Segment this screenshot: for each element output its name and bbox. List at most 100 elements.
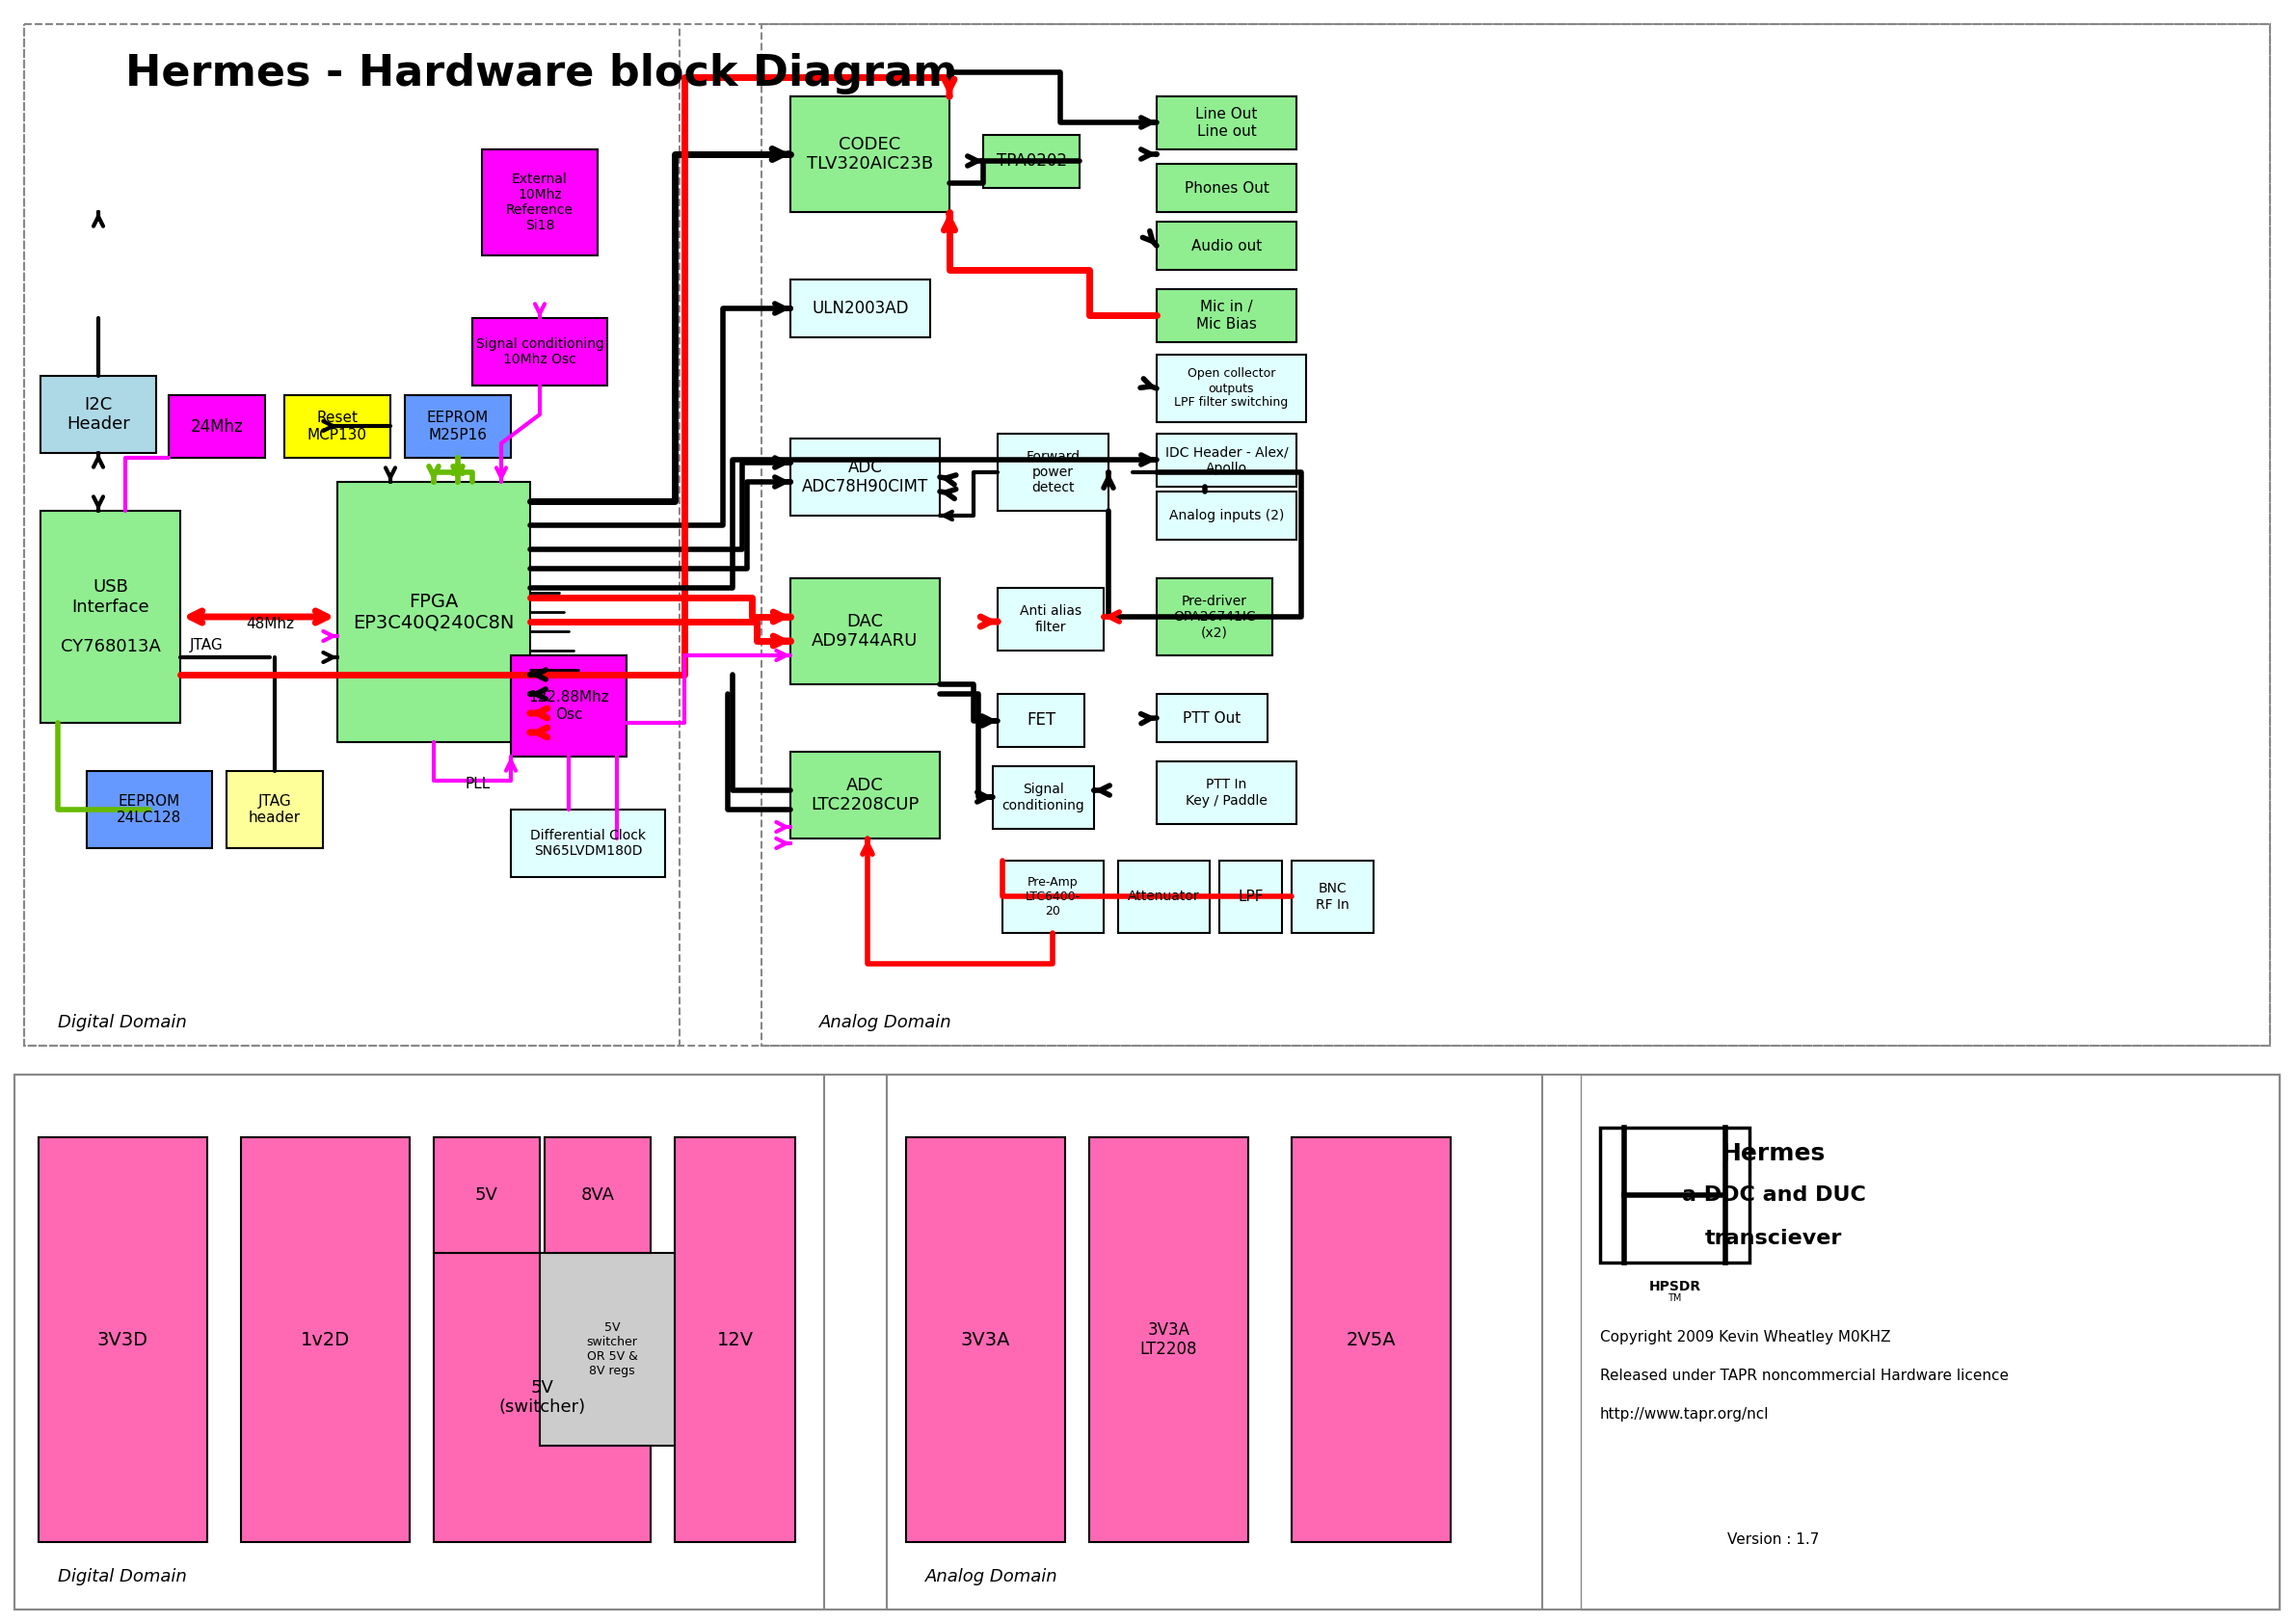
Text: Digital Domain: Digital Domain (57, 1014, 186, 1031)
FancyBboxPatch shape (338, 482, 530, 742)
FancyBboxPatch shape (1157, 222, 1297, 269)
FancyBboxPatch shape (907, 1138, 1065, 1542)
FancyBboxPatch shape (1157, 289, 1297, 342)
FancyBboxPatch shape (473, 318, 606, 386)
FancyBboxPatch shape (1157, 355, 1306, 422)
Bar (23, 24, 680, 1045)
Text: Analog inputs (2): Analog inputs (2) (1169, 510, 1283, 523)
FancyBboxPatch shape (512, 810, 666, 876)
Text: ULN2003AD: ULN2003AD (813, 300, 909, 316)
Text: 24Mhz: 24Mhz (191, 417, 243, 435)
Text: Audio out: Audio out (1192, 239, 1263, 253)
Text: 8VA: 8VA (581, 1186, 615, 1204)
Text: 5V: 5V (475, 1186, 498, 1204)
Text: ADC
ADC78H90CIMT: ADC ADC78H90CIMT (801, 458, 928, 495)
Text: EEPROM
24LC128: EEPROM 24LC128 (117, 794, 181, 824)
Text: Attenuator: Attenuator (1127, 889, 1201, 904)
FancyBboxPatch shape (999, 588, 1104, 651)
Text: Anti alias
filter: Anti alias filter (1019, 605, 1081, 633)
FancyBboxPatch shape (790, 96, 951, 213)
Text: LPF: LPF (1238, 889, 1263, 904)
Text: JTAG: JTAG (191, 638, 223, 652)
Bar (1600, 1128, 1750, 1263)
FancyBboxPatch shape (544, 1138, 650, 1253)
Text: Signal
conditioning: Signal conditioning (1001, 782, 1084, 812)
FancyBboxPatch shape (1157, 433, 1297, 487)
FancyBboxPatch shape (41, 511, 181, 722)
Text: 12V: 12V (716, 1331, 753, 1349)
Text: Signal conditioning
10Mhz Osc: Signal conditioning 10Mhz Osc (475, 338, 604, 367)
FancyBboxPatch shape (434, 1138, 540, 1253)
FancyBboxPatch shape (1219, 860, 1281, 933)
Text: I2C
Header: I2C Header (67, 396, 131, 433)
Text: EEPROM
M25P16: EEPROM M25P16 (427, 411, 489, 441)
Text: Analog Domain: Analog Domain (820, 1014, 953, 1031)
Text: 5V
switcher
OR 5V &
8V regs: 5V switcher OR 5V & 8V regs (585, 1321, 638, 1378)
Text: Released under TAPR noncommercial Hardware licence: Released under TAPR noncommercial Hardwa… (1600, 1368, 2009, 1383)
FancyBboxPatch shape (434, 1253, 650, 1542)
Text: 3V3A
LT2208: 3V3A LT2208 (1141, 1321, 1199, 1358)
Text: PTT Out: PTT Out (1182, 711, 1242, 725)
FancyBboxPatch shape (999, 433, 1109, 511)
Text: TPA0202: TPA0202 (996, 153, 1068, 170)
FancyBboxPatch shape (87, 771, 211, 849)
Text: Version : 1.7: Version : 1.7 (1727, 1532, 1818, 1547)
Text: JTAG
header: JTAG header (248, 794, 301, 824)
FancyBboxPatch shape (1088, 1138, 1249, 1542)
FancyBboxPatch shape (241, 1138, 409, 1542)
Text: 122.88Mhz
Osc: 122.88Mhz Osc (528, 690, 608, 722)
FancyBboxPatch shape (675, 1138, 794, 1542)
Text: CODEC
TLV320AIC23B: CODEC TLV320AIC23B (806, 135, 932, 174)
FancyBboxPatch shape (1293, 1138, 1451, 1542)
Text: Hermes - Hardware block Diagram: Hermes - Hardware block Diagram (126, 54, 957, 94)
Text: DAC
AD9744ARU: DAC AD9744ARU (813, 612, 918, 649)
FancyBboxPatch shape (983, 135, 1079, 188)
Text: FET: FET (1026, 712, 1056, 729)
Text: Line Out
Line out: Line Out Line out (1196, 107, 1258, 138)
Text: IDC Header - Alex/
Apollo: IDC Header - Alex/ Apollo (1164, 446, 1288, 476)
Text: 5V
(switcher): 5V (switcher) (498, 1380, 585, 1417)
FancyBboxPatch shape (482, 149, 597, 255)
Text: TM: TM (1667, 1294, 1681, 1303)
Text: HPSDR: HPSDR (1649, 1281, 1701, 1294)
FancyBboxPatch shape (227, 771, 324, 849)
FancyBboxPatch shape (168, 394, 264, 458)
Text: Phones Out: Phones Out (1185, 180, 1270, 195)
FancyBboxPatch shape (1157, 492, 1297, 540)
FancyBboxPatch shape (999, 695, 1084, 747)
Text: 1v2D: 1v2D (301, 1331, 349, 1349)
Text: 3V3A: 3V3A (960, 1331, 1010, 1349)
Text: USB
Interface

CY768013A: USB Interface CY768013A (60, 578, 161, 656)
FancyBboxPatch shape (39, 1138, 207, 1542)
FancyBboxPatch shape (285, 394, 390, 458)
Text: Digital Domain: Digital Domain (57, 1568, 186, 1586)
FancyBboxPatch shape (790, 751, 939, 839)
Text: BNC
RF In: BNC RF In (1316, 883, 1350, 912)
Text: a DDC and DUC: a DDC and DUC (1681, 1185, 1867, 1204)
Text: PTT In
Key / Paddle: PTT In Key / Paddle (1185, 777, 1267, 807)
Bar (886, 1074, 1543, 1610)
FancyBboxPatch shape (540, 1253, 684, 1446)
Text: Pre-Amp
LTC6400-
20: Pre-Amp LTC6400- 20 (1026, 876, 1081, 917)
FancyBboxPatch shape (992, 766, 1093, 829)
FancyBboxPatch shape (41, 377, 156, 453)
Text: Analog Domain: Analog Domain (925, 1568, 1058, 1586)
Text: FPGA
EP3C40Q240C8N: FPGA EP3C40Q240C8N (354, 592, 514, 631)
FancyBboxPatch shape (1157, 578, 1272, 656)
Bar (14, 1074, 824, 1610)
Text: 48Mhz: 48Mhz (246, 617, 294, 631)
FancyBboxPatch shape (790, 279, 930, 338)
FancyBboxPatch shape (1157, 761, 1297, 824)
Text: External
10Mhz
Reference
Si18: External 10Mhz Reference Si18 (505, 172, 574, 232)
FancyBboxPatch shape (1293, 860, 1373, 933)
Text: http://www.tapr.org/ncl: http://www.tapr.org/ncl (1600, 1407, 1770, 1422)
Text: 3V3D: 3V3D (96, 1331, 149, 1349)
Text: Hermes: Hermes (1722, 1143, 1825, 1165)
FancyBboxPatch shape (404, 394, 512, 458)
FancyBboxPatch shape (1157, 164, 1297, 213)
FancyBboxPatch shape (790, 438, 939, 516)
FancyBboxPatch shape (1157, 96, 1297, 149)
Text: Forward
power
detect: Forward power detect (1026, 450, 1079, 495)
Text: ADC
LTC2208CUP: ADC LTC2208CUP (810, 776, 918, 813)
Text: Mic in /
Mic Bias: Mic in / Mic Bias (1196, 300, 1256, 331)
